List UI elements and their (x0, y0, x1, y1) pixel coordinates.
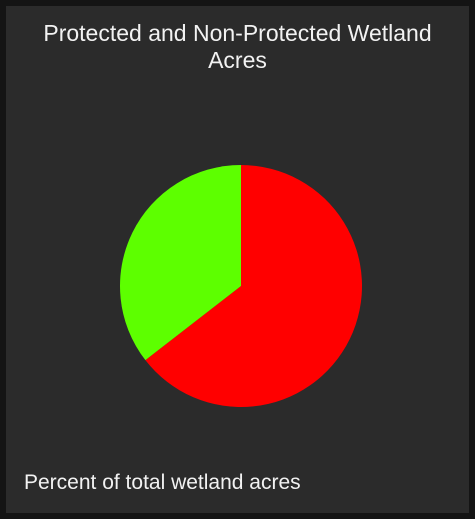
chart-footer: Percent of total wetland acres (24, 471, 301, 494)
pie-chart (120, 165, 363, 408)
chart-title: Protected and Non-Protected Wetland Acre… (43, 20, 432, 73)
chart-card: Protected and Non-Protected Wetland Acre… (6, 6, 469, 513)
pie-slice-2[interactable] (120, 165, 241, 361)
pie-slices (120, 165, 363, 408)
pie-slice-1[interactable] (145, 165, 363, 408)
